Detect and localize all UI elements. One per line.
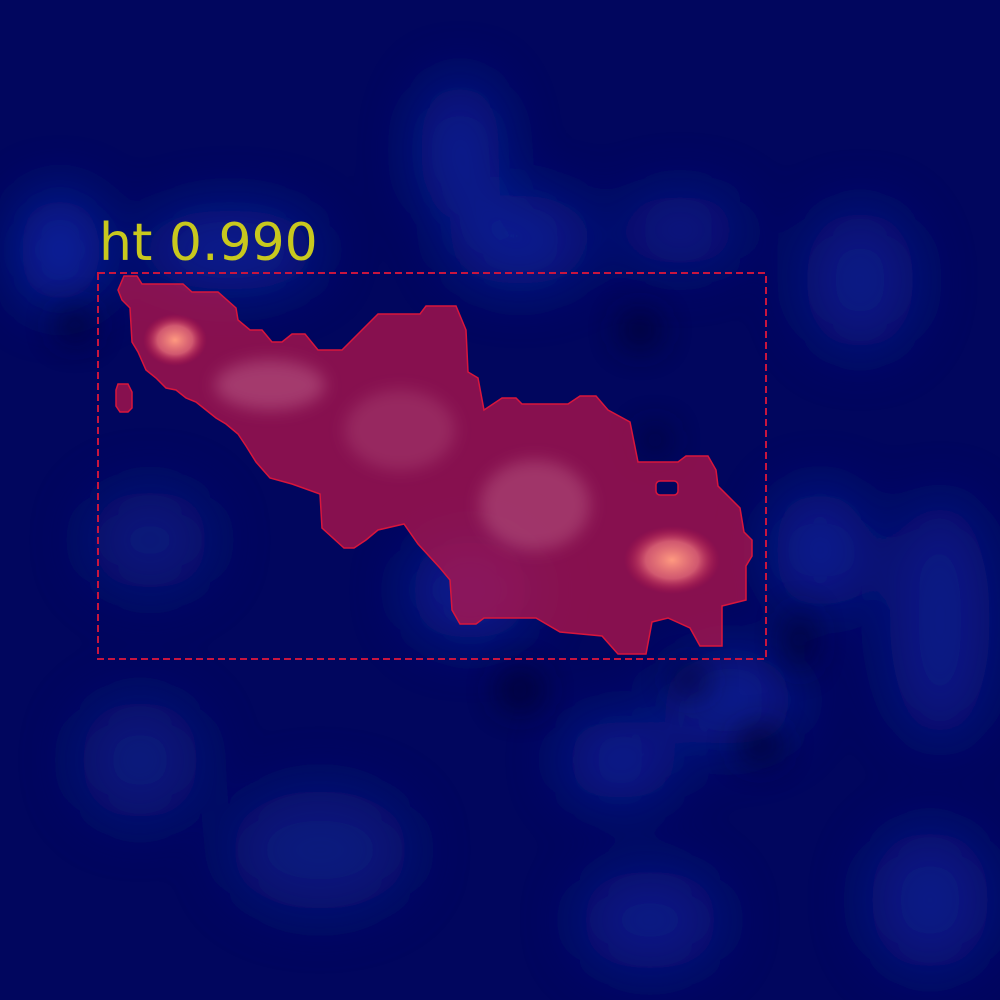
hot-spot-right bbox=[624, 526, 720, 594]
activation-glow bbox=[215, 360, 590, 550]
mask-hole bbox=[655, 480, 679, 496]
dark-regions bbox=[57, 309, 812, 763]
hot-spot-left bbox=[143, 314, 207, 366]
detection-label: ht 0.990 bbox=[99, 213, 318, 273]
detection-bounding-box bbox=[97, 272, 767, 660]
